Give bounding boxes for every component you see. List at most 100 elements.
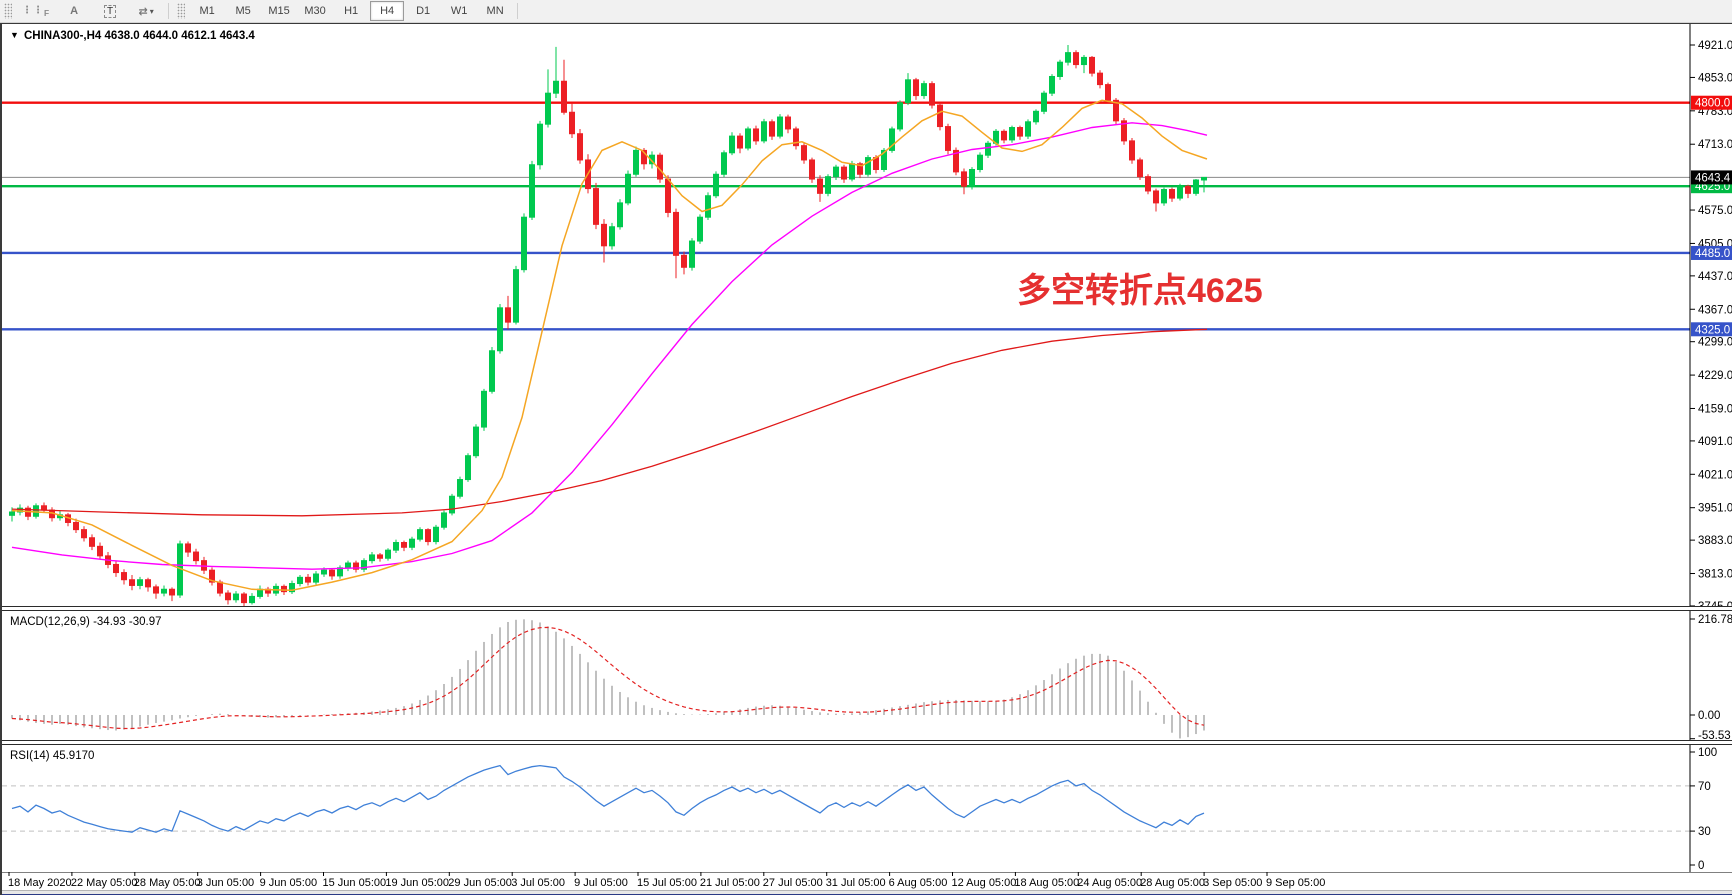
svg-text:216.78: 216.78 — [1698, 614, 1732, 626]
candle — [417, 529, 423, 540]
candle — [385, 549, 391, 559]
price-tick-label: 4713.0 — [1698, 139, 1732, 151]
candle — [153, 586, 159, 594]
time-tick-label: 3 Jun 05:00 — [197, 877, 255, 889]
rsi-canvas[interactable]: 100 70 30 0 RSI(14) 45.9170 — [2, 745, 1732, 872]
timeframe-button-m5[interactable]: M5 — [235, 5, 251, 17]
candle — [441, 512, 447, 528]
candle — [609, 226, 615, 247]
candle — [681, 254, 687, 268]
symbol-dropdown-icon[interactable]: ▼ — [10, 30, 19, 40]
price-chart-canvas[interactable]: 4921.04853.04783.04713.04575.04505.04437… — [2, 24, 1732, 606]
candle — [161, 588, 167, 594]
candle — [193, 551, 199, 562]
timeframe-button-m30[interactable]: M30 — [304, 5, 326, 17]
candle — [673, 211, 679, 256]
timeframe-button-w1[interactable]: W1 — [450, 5, 468, 17]
timeframe-button-d1[interactable]: D1 — [416, 5, 431, 17]
candle — [353, 562, 359, 570]
time-tick-label: 15 Jun 05:00 — [323, 877, 387, 889]
timeframe-button-mn[interactable]: MN — [486, 5, 504, 17]
macd-canvas[interactable]: 216.78 0.00 -53.53 MACD(12,26,9) -34.93 -30… — [2, 611, 1732, 740]
toolbar-grip-2[interactable] — [177, 3, 186, 19]
candle — [1169, 189, 1175, 199]
text-label-icon[interactable]: A — [70, 5, 79, 17]
candle — [257, 588, 263, 597]
candle — [409, 538, 415, 548]
candle — [969, 168, 975, 187]
candle — [425, 529, 431, 543]
macd-label: MACD(12,26,9) -34.93 -30.97 — [10, 616, 162, 628]
time-tick-label: 9 Sep 05:00 — [1266, 877, 1325, 889]
candle — [1001, 130, 1007, 141]
candle — [1185, 185, 1191, 194]
svg-text:4800.0: 4800.0 — [1695, 98, 1730, 110]
candle — [1073, 52, 1079, 66]
cursor-tools-icon[interactable]: ⇄ ▾ — [138, 5, 154, 18]
svg-text:70: 70 — [1698, 781, 1711, 793]
candle — [1193, 179, 1199, 194]
macd-panel[interactable]: 216.78 0.00 -53.53 MACD(12,26,9) -34.93 -30… — [2, 611, 1732, 740]
candle — [145, 579, 151, 588]
candle — [249, 595, 255, 604]
panel-divider-2[interactable] — [2, 740, 1732, 745]
candle — [1201, 176, 1207, 181]
candle — [513, 269, 519, 323]
timeframe-button-h1[interactable]: H1 — [344, 5, 359, 17]
candle — [865, 157, 871, 175]
time-axis[interactable]: 18 May 2020 22 May 05:00 28 May 05:00 3 Jun… — [2, 872, 1732, 890]
candle — [601, 223, 607, 247]
time-tick-label: 3 Sep 05:00 — [1203, 877, 1262, 889]
toolbar-grip[interactable] — [4, 3, 12, 19]
time-tick-label: 18 May 2020 — [8, 877, 72, 889]
candle — [345, 562, 351, 569]
candle — [9, 511, 15, 516]
price-tick-label: 4021.0 — [1698, 469, 1732, 481]
rsi-panel[interactable]: 100 70 30 0 RSI(14) 45.9170 — [2, 745, 1732, 872]
time-tick-label: 21 Jul 05:00 — [700, 877, 760, 889]
chevron-down-icon[interactable]: ▾ — [149, 6, 154, 16]
candle — [561, 80, 567, 113]
rsi-line — [11, 764, 1205, 833]
time-tick-label: 22 May 05:00 — [71, 877, 138, 889]
time-tick-label: 31 Jul 05:00 — [826, 877, 886, 889]
candle — [809, 159, 815, 180]
candle — [185, 543, 191, 553]
candle — [433, 526, 439, 543]
timeframe-button-m1[interactable]: M1 — [199, 5, 215, 17]
price-tick-label: 3883.0 — [1698, 535, 1732, 547]
candle — [705, 195, 711, 218]
candle — [689, 240, 695, 268]
price-tick-label: 4575.0 — [1698, 205, 1732, 217]
timeframe-button-group: M1 M5 M15 M30 H1 H4 D1 W1 MN — [189, 1, 513, 21]
annotation-text[interactable]: 多空转折点4625 — [1017, 272, 1263, 310]
time-tick-label: 28 May 05:00 — [134, 877, 201, 889]
candle — [793, 128, 799, 147]
time-tick-label: 24 Aug 05:00 — [1077, 877, 1142, 889]
timeframe-button-h4[interactable]: H4 — [370, 1, 405, 21]
candle — [33, 505, 39, 517]
price-tick-label: 3745.0 — [1698, 601, 1732, 606]
text-box-icon[interactable]: T — [93, 1, 127, 21]
main-chart-panel[interactable]: 4921.0 4853.0 4783.0 4713.0 4575.0 4505.0 4437… — [2, 24, 1732, 606]
candle — [1081, 56, 1087, 66]
price-tick-label: 4921.0 — [1698, 40, 1732, 52]
candle — [841, 166, 847, 180]
candle — [369, 554, 375, 562]
candle — [929, 83, 935, 106]
candle — [905, 79, 911, 104]
candle — [897, 102, 903, 130]
candle — [817, 178, 823, 194]
candle — [233, 593, 239, 601]
price-tick-label: 4367.0 — [1698, 304, 1732, 316]
candle — [457, 479, 463, 497]
candle — [801, 145, 807, 161]
panel-divider-1[interactable] — [2, 606, 1732, 611]
candle — [545, 92, 551, 125]
timeframe-button-m15[interactable]: M15 — [268, 5, 290, 17]
macd-signal-line — [11, 626, 1205, 730]
candle — [737, 135, 743, 149]
candle — [617, 202, 623, 228]
candle — [361, 560, 367, 570]
indicators-grid-icon[interactable]: ⋮⋮F — [22, 4, 51, 18]
